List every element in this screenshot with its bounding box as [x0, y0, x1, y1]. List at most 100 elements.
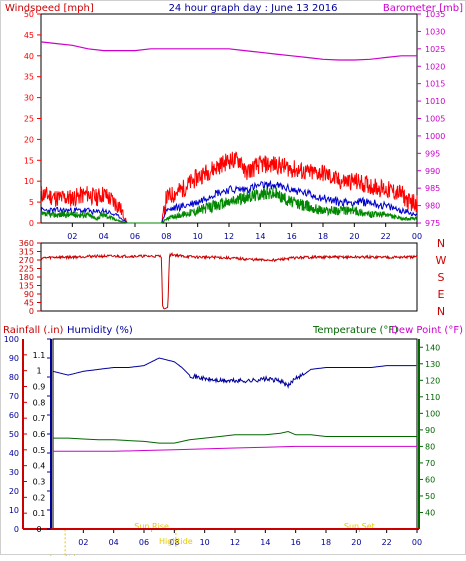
humidity-ytick-label: 90	[9, 354, 19, 363]
wind-ytick-label: 40	[24, 52, 34, 61]
climate-xtick-label: 14	[260, 538, 270, 547]
event-annotation-label: Sun Rise	[134, 522, 169, 531]
rain-ytick-label: 0	[36, 525, 41, 534]
wind-ytick-label: 25	[24, 115, 34, 124]
compass-label: N	[437, 237, 445, 250]
wind-xtick-label: 02	[67, 232, 77, 241]
humidity-ytick-label: 30	[9, 468, 19, 477]
temperature-ytick-label: 110	[425, 393, 440, 402]
temperature-ytick-label: 80	[425, 442, 435, 451]
wind-xtick-label: 22	[381, 232, 391, 241]
baro-ytick-label: 1010	[425, 97, 445, 106]
climate-xtick-label: 02	[78, 538, 88, 547]
wind-ytick-label: 10	[24, 177, 34, 186]
rain-ytick-label: 1.1	[33, 351, 46, 360]
direction-ytick-label: 315	[19, 248, 34, 257]
temperature-ytick-label: 60	[425, 475, 435, 484]
climate-xtick-label: 06	[139, 538, 149, 547]
climate-xtick-label: 18	[321, 538, 331, 547]
event-annotation-label: Sun Set	[344, 522, 375, 531]
chart-title: 24 hour graph day : June 13 2016	[169, 3, 338, 14]
baro-ytick-label: 1005	[425, 115, 445, 124]
rain-ytick-label: 0.5	[33, 446, 46, 455]
plot-layer: 0510152025303540455097598098599099510001…	[4, 10, 447, 561]
wind-xtick-label: 20	[349, 232, 359, 241]
barometer-series	[40, 41, 417, 61]
barometer-axis-title: Barometer [mb]	[383, 3, 463, 14]
wind-ytick-label: 50	[24, 10, 34, 19]
rain-ytick-label: 0.6	[33, 430, 46, 439]
temperature-ytick-label: 120	[425, 376, 440, 385]
wind-gust-series	[40, 187, 418, 224]
wind-direction-series	[40, 251, 418, 310]
baro-ytick-label: 995	[425, 149, 440, 158]
rain-ytick-label: 0.9	[33, 383, 46, 392]
compass-label: S	[438, 271, 445, 284]
rain-ytick-label: 0.4	[33, 462, 46, 471]
humidity-axis-title: Humidity (%)	[67, 325, 133, 336]
humidity-ytick-label: 50	[9, 430, 19, 439]
temperature-ytick-label: 90	[425, 426, 435, 435]
climate-xtick-label: 16	[291, 538, 301, 547]
wind-ytick-label: 5	[29, 198, 34, 207]
temperature-ytick-label: 140	[425, 343, 440, 352]
compass-label: E	[438, 288, 445, 301]
baro-ytick-label: 980	[425, 202, 440, 211]
wind-ytick-label: 35	[24, 73, 34, 82]
dewpoint-axis-title: Dew Point (°F)	[391, 325, 463, 336]
wind-ytick-label: 20	[24, 135, 34, 144]
climate-xtick-label: 08	[169, 538, 179, 547]
direction-ytick-label: 90	[24, 290, 34, 299]
direction-ytick-label: 0	[29, 307, 34, 316]
wind-xtick-label: 06	[130, 232, 140, 241]
compass-label: N	[437, 305, 445, 318]
direction-ytick-label: 225	[19, 265, 34, 274]
humidity-ytick-label: 60	[9, 411, 19, 420]
temperature-ytick-label: 130	[425, 360, 440, 369]
baro-ytick-label: 1015	[425, 80, 445, 89]
windspeed-axis-title: Windspeed [mph]	[5, 3, 94, 14]
temperature-series	[53, 430, 417, 444]
direction-ytick-label: 45	[24, 299, 34, 308]
wind-xtick-label: 08	[161, 232, 171, 241]
temperature-ytick-label: 50	[425, 492, 435, 501]
baro-ytick-label: 975	[425, 219, 440, 228]
wind-xtick-label: 04	[99, 232, 109, 241]
wind-average-series	[40, 179, 418, 224]
humidity-ytick-label: 80	[9, 373, 19, 382]
wind-xtick-label: 14	[255, 232, 265, 241]
climate-xtick-label: 22	[382, 538, 392, 547]
rainfall-axis-title: Rainfall (.in)	[3, 325, 64, 336]
rain-ytick-label: 0.8	[33, 398, 46, 407]
temperature-ytick-label: 70	[425, 459, 435, 468]
rain-ytick-label: 0.2	[33, 493, 46, 502]
baro-ytick-label: 1030	[425, 27, 445, 36]
baro-ytick-label: 1000	[425, 132, 445, 141]
wind-ytick-label: 30	[24, 94, 34, 103]
temperature-ytick-label: 40	[425, 508, 435, 517]
baro-ytick-label: 990	[425, 167, 440, 176]
humidity-ytick-label: 0	[14, 525, 19, 534]
rain-ytick-label: 1	[36, 367, 41, 376]
wind-xtick-label: 10	[193, 232, 203, 241]
wind-xtick-label: 00	[412, 232, 422, 241]
climate-xtick-label: 20	[351, 538, 361, 547]
compass-label: W	[436, 254, 447, 267]
humidity-ytick-label: 10	[9, 506, 19, 515]
direction-ytick-label: 180	[19, 273, 34, 282]
direction-ytick-label: 135	[19, 282, 34, 291]
wind-ytick-label: 15	[24, 156, 34, 165]
humidity-ytick-label: 70	[9, 392, 19, 401]
direction-ytick-label: 270	[19, 256, 34, 265]
climate-xtick-label: 10	[200, 538, 210, 547]
wind-xtick-label: 16	[287, 232, 297, 241]
rain-ytick-label: 0.1	[33, 509, 46, 518]
direction-ytick-label: 360	[19, 239, 34, 248]
temperature-ytick-label: 100	[425, 409, 440, 418]
baro-ytick-label: 1035	[425, 10, 445, 19]
wind-max-series	[40, 151, 418, 224]
wind-xtick-label: 18	[318, 232, 328, 241]
rain-ytick-label: 0.3	[33, 478, 46, 487]
baro-ytick-label: 1020	[425, 62, 445, 71]
